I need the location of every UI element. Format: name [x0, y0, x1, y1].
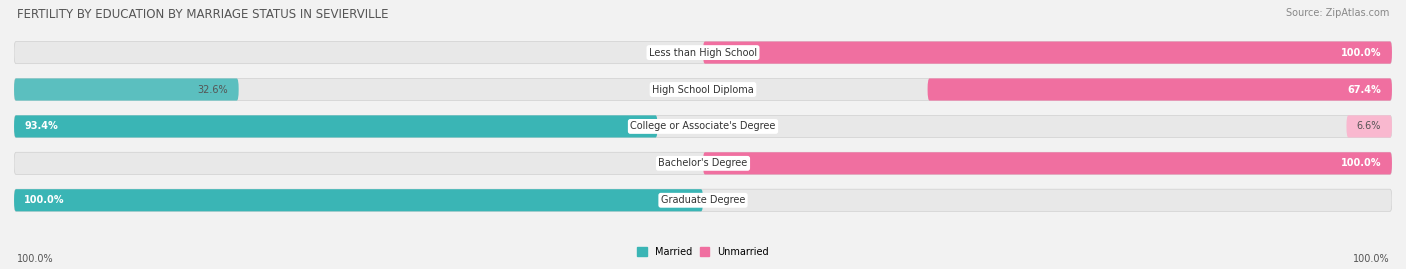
- Text: Less than High School: Less than High School: [650, 48, 756, 58]
- Text: 67.4%: 67.4%: [1348, 84, 1382, 94]
- Text: 0.0%: 0.0%: [658, 158, 682, 168]
- FancyBboxPatch shape: [14, 79, 239, 101]
- Text: 100.0%: 100.0%: [1341, 158, 1382, 168]
- Text: 6.6%: 6.6%: [1357, 121, 1381, 132]
- Text: 32.6%: 32.6%: [198, 84, 228, 94]
- Text: 100.0%: 100.0%: [1353, 254, 1389, 264]
- Text: Source: ZipAtlas.com: Source: ZipAtlas.com: [1285, 8, 1389, 18]
- FancyBboxPatch shape: [14, 115, 658, 137]
- FancyBboxPatch shape: [14, 189, 1392, 211]
- Text: 93.4%: 93.4%: [24, 121, 58, 132]
- FancyBboxPatch shape: [14, 79, 1392, 101]
- FancyBboxPatch shape: [928, 79, 1392, 101]
- FancyBboxPatch shape: [14, 41, 1392, 64]
- FancyBboxPatch shape: [1347, 115, 1392, 137]
- Text: College or Associate's Degree: College or Associate's Degree: [630, 121, 776, 132]
- Text: 100.0%: 100.0%: [1341, 48, 1382, 58]
- Legend: Married, Unmarried: Married, Unmarried: [637, 247, 769, 257]
- FancyBboxPatch shape: [14, 152, 1392, 174]
- Text: 100.0%: 100.0%: [24, 195, 65, 205]
- Text: 0.0%: 0.0%: [658, 48, 682, 58]
- Text: Graduate Degree: Graduate Degree: [661, 195, 745, 205]
- FancyBboxPatch shape: [703, 41, 1392, 64]
- Text: 0.0%: 0.0%: [724, 195, 748, 205]
- Text: FERTILITY BY EDUCATION BY MARRIAGE STATUS IN SEVIERVILLE: FERTILITY BY EDUCATION BY MARRIAGE STATU…: [17, 8, 388, 21]
- FancyBboxPatch shape: [703, 152, 1392, 174]
- Text: High School Diploma: High School Diploma: [652, 84, 754, 94]
- Text: Bachelor's Degree: Bachelor's Degree: [658, 158, 748, 168]
- FancyBboxPatch shape: [14, 115, 1392, 137]
- Text: 100.0%: 100.0%: [17, 254, 53, 264]
- FancyBboxPatch shape: [14, 189, 703, 211]
